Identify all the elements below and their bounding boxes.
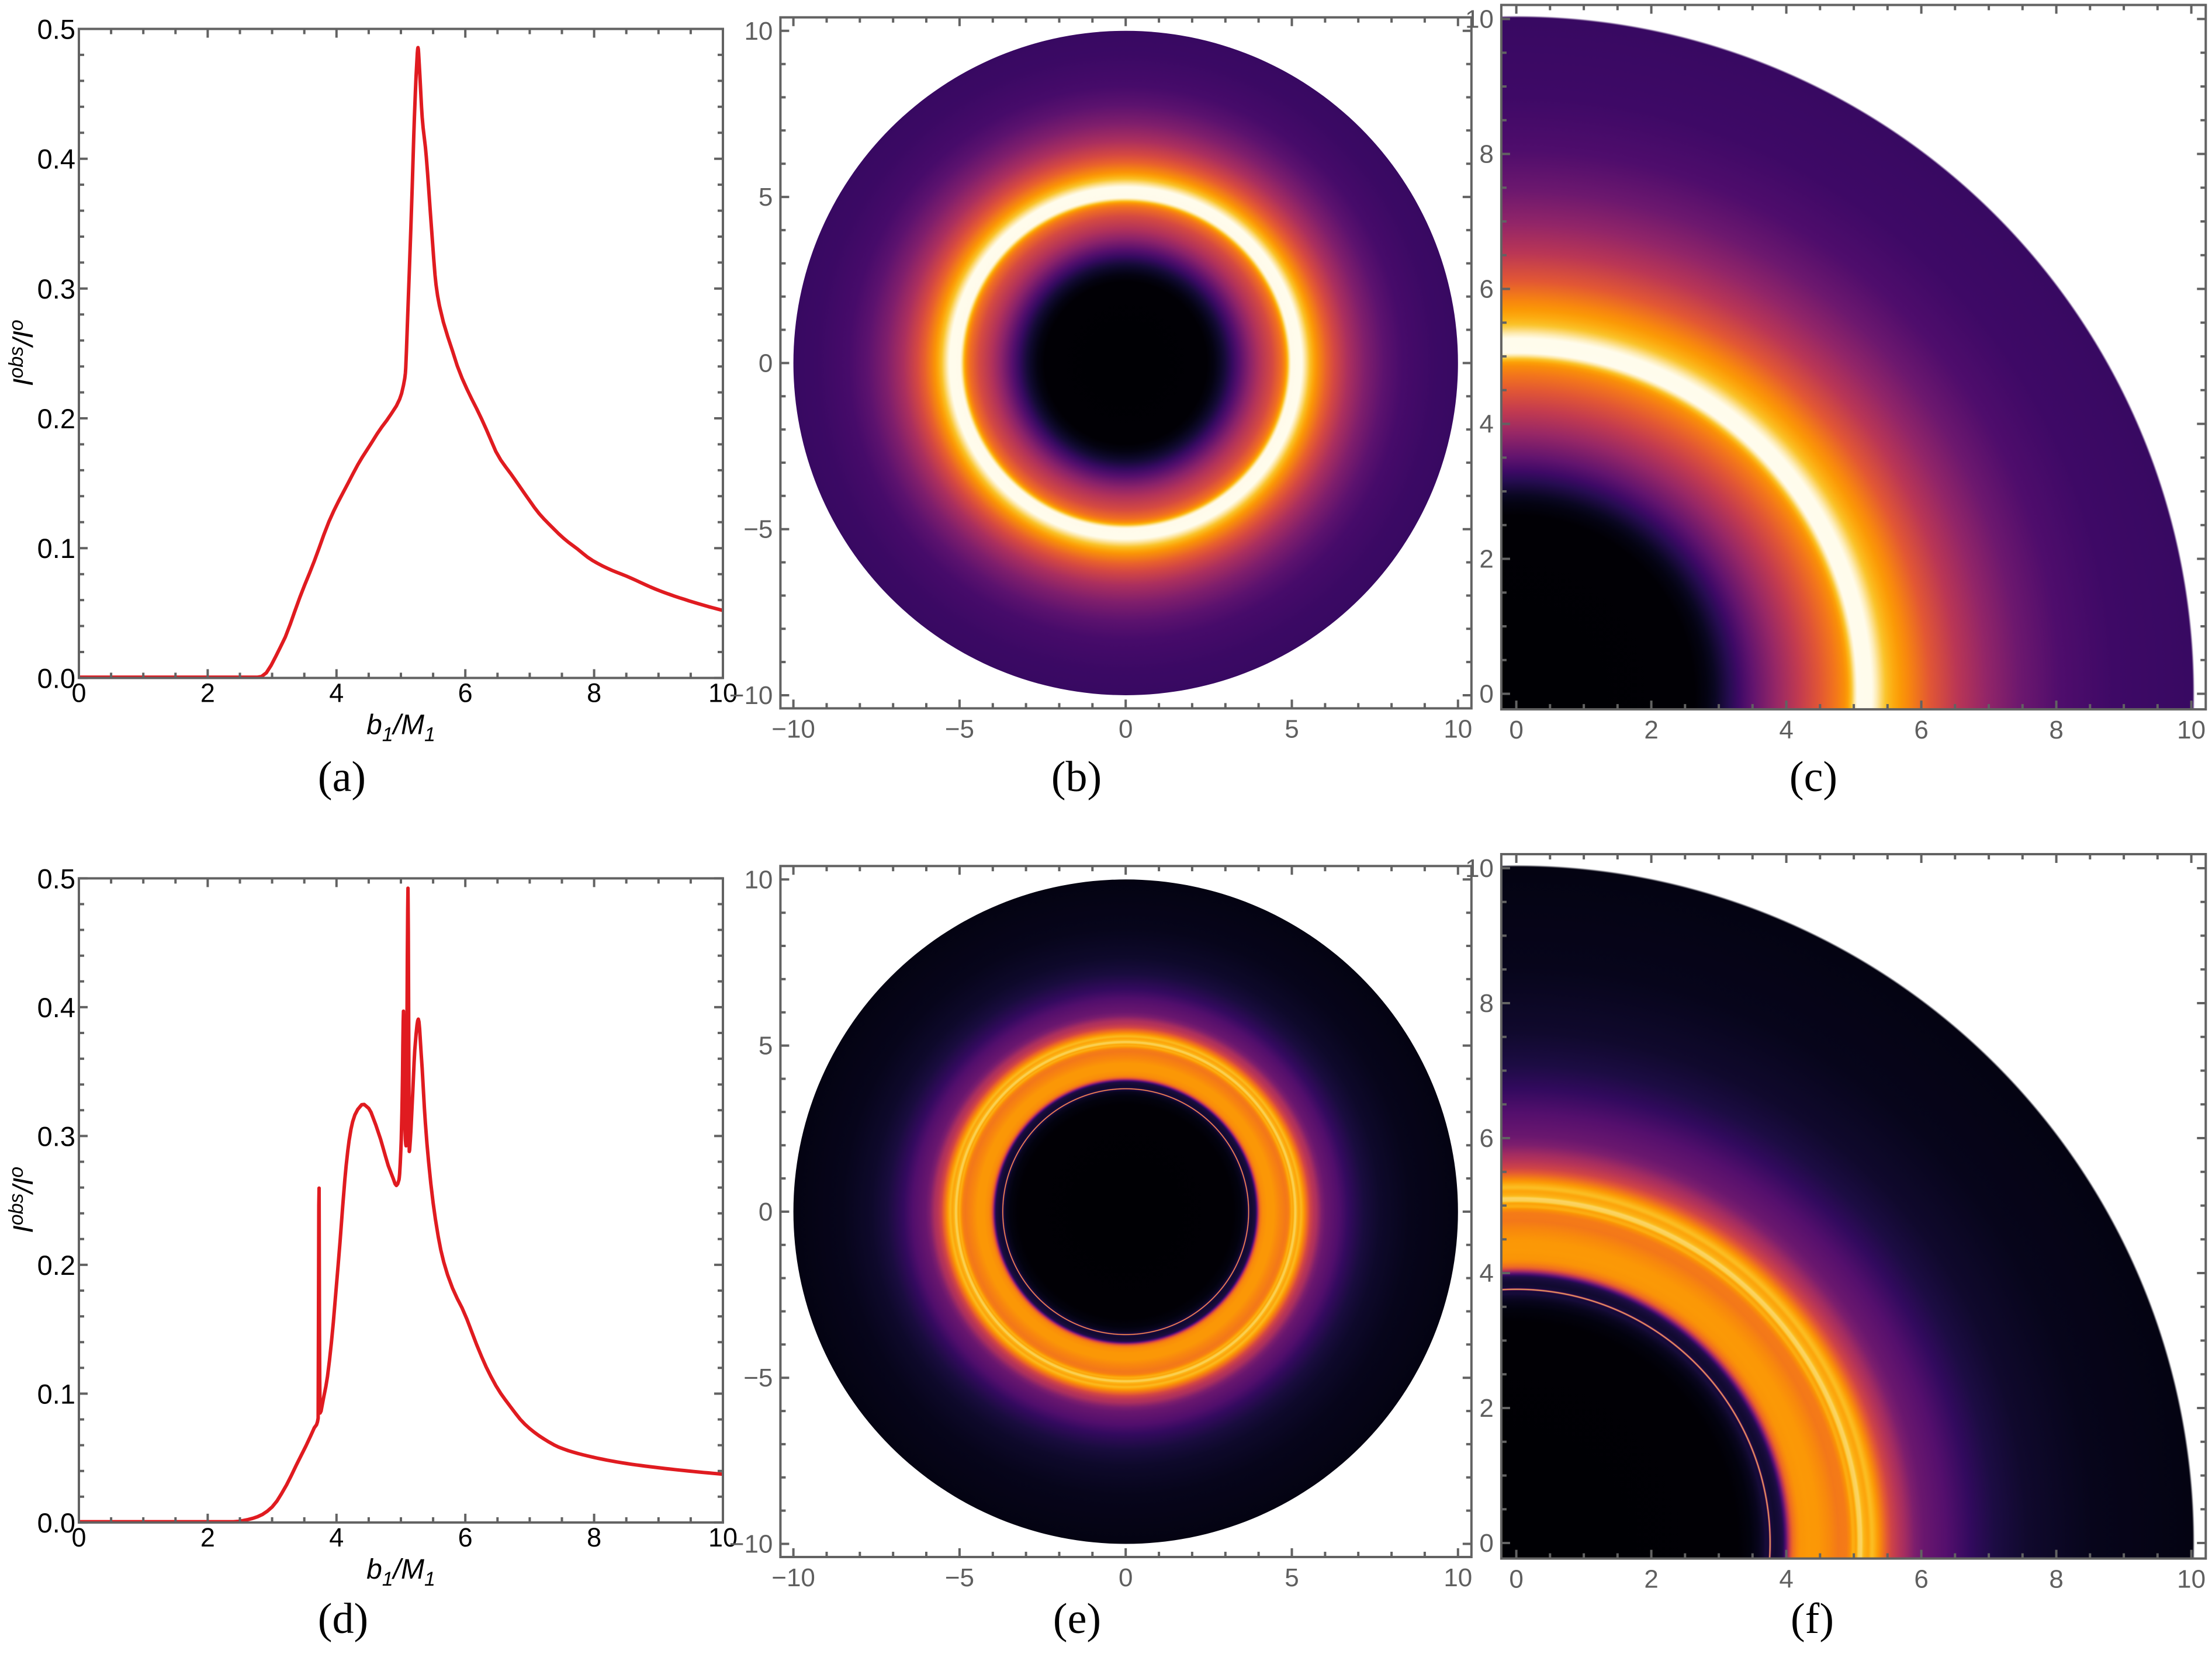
svg-text:(d): (d) <box>318 1595 368 1643</box>
svg-text:0: 0 <box>1509 716 1523 744</box>
svg-text:0: 0 <box>1119 1563 1133 1592</box>
svg-text:6: 6 <box>458 678 473 708</box>
svg-text:−10: −10 <box>771 1563 815 1592</box>
svg-text:−5: −5 <box>945 1563 974 1592</box>
svg-text:(c): (c) <box>1789 753 1837 801</box>
svg-text:10: 10 <box>2177 716 2206 744</box>
svg-text:8: 8 <box>1479 989 1493 1018</box>
svg-text:0.2: 0.2 <box>37 1250 75 1281</box>
svg-text:6: 6 <box>458 1523 473 1552</box>
svg-text:0.1: 0.1 <box>37 533 75 564</box>
svg-text:6: 6 <box>1914 716 1928 744</box>
svg-text:10: 10 <box>744 865 773 894</box>
svg-text:(e): (e) <box>1053 1595 1101 1643</box>
svg-text:8: 8 <box>587 1523 601 1552</box>
svg-text:5: 5 <box>1285 1563 1299 1592</box>
svg-text:10: 10 <box>1443 715 1472 743</box>
svg-text:4: 4 <box>329 678 344 708</box>
svg-text:2: 2 <box>200 1523 215 1552</box>
svg-text:0.0: 0.0 <box>37 663 75 693</box>
svg-text:8: 8 <box>1479 140 1493 169</box>
svg-text:2: 2 <box>1644 1565 1658 1594</box>
svg-text:5: 5 <box>759 183 773 211</box>
svg-text:0.5: 0.5 <box>37 863 75 894</box>
svg-text:−5: −5 <box>743 1364 773 1392</box>
svg-text:b1/M1: b1/M1 <box>366 709 435 745</box>
svg-text:10: 10 <box>744 17 773 46</box>
svg-text:0.0: 0.0 <box>37 1507 75 1538</box>
svg-text:10: 10 <box>1465 854 1494 883</box>
svg-text:−10: −10 <box>729 681 773 710</box>
svg-text:6: 6 <box>1914 1565 1928 1594</box>
svg-text:8: 8 <box>2049 716 2063 744</box>
svg-text:8: 8 <box>2049 1565 2063 1594</box>
svg-text:0.2: 0.2 <box>37 403 75 434</box>
svg-text:4: 4 <box>1479 1259 1493 1288</box>
svg-text:2: 2 <box>1644 716 1658 744</box>
svg-text:0.1: 0.1 <box>37 1378 75 1409</box>
svg-text:2: 2 <box>1479 1394 1493 1423</box>
svg-text:10: 10 <box>1443 1563 1472 1592</box>
svg-text:4: 4 <box>1479 410 1493 439</box>
svg-text:Iobs/Io: Iobs/Io <box>5 1167 39 1233</box>
svg-text:4: 4 <box>329 1523 344 1552</box>
svg-text:0.4: 0.4 <box>37 144 75 175</box>
svg-text:4: 4 <box>1779 716 1793 744</box>
svg-text:−5: −5 <box>743 515 773 544</box>
svg-text:(f): (f) <box>1791 1595 1834 1643</box>
svg-text:0: 0 <box>759 1198 773 1226</box>
svg-text:2: 2 <box>1479 545 1493 574</box>
svg-text:0.4: 0.4 <box>37 992 75 1023</box>
svg-text:−10: −10 <box>729 1530 773 1559</box>
svg-text:0.3: 0.3 <box>37 273 75 304</box>
svg-text:(b): (b) <box>1051 753 1102 801</box>
svg-text:−5: −5 <box>945 715 974 743</box>
svg-text:0: 0 <box>71 1523 86 1552</box>
svg-text:6: 6 <box>1479 275 1493 304</box>
svg-text:0.3: 0.3 <box>37 1121 75 1152</box>
svg-text:0: 0 <box>1509 1565 1523 1594</box>
svg-text:0: 0 <box>1119 715 1133 743</box>
svg-text:10: 10 <box>2177 1565 2206 1594</box>
svg-text:0: 0 <box>71 678 86 708</box>
svg-text:10: 10 <box>708 678 738 708</box>
svg-text:0: 0 <box>759 349 773 377</box>
svg-text:0.5: 0.5 <box>37 14 75 45</box>
svg-text:0: 0 <box>1479 680 1493 709</box>
svg-text:(a): (a) <box>318 753 366 801</box>
svg-text:0: 0 <box>1479 1529 1493 1558</box>
svg-text:8: 8 <box>587 678 601 708</box>
svg-text:Iobs/Io: Iobs/Io <box>5 320 39 386</box>
svg-text:6: 6 <box>1479 1124 1493 1153</box>
svg-text:5: 5 <box>1285 715 1299 743</box>
svg-text:5: 5 <box>759 1032 773 1060</box>
svg-text:b1/M1: b1/M1 <box>366 1554 435 1590</box>
svg-text:10: 10 <box>708 1523 738 1552</box>
svg-text:−10: −10 <box>771 715 815 743</box>
svg-text:10: 10 <box>1465 5 1494 34</box>
svg-text:4: 4 <box>1779 1565 1793 1594</box>
svg-text:2: 2 <box>200 678 215 708</box>
